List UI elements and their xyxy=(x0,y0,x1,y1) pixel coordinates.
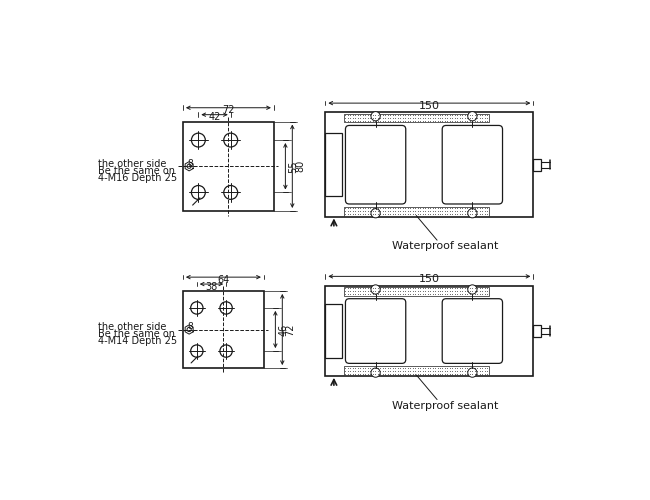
Bar xyxy=(344,207,489,216)
Text: 46: 46 xyxy=(278,324,289,336)
Bar xyxy=(326,286,534,376)
Text: 150: 150 xyxy=(419,274,440,284)
Circle shape xyxy=(371,285,380,294)
Circle shape xyxy=(190,302,203,314)
Bar xyxy=(534,158,541,171)
Text: 150: 150 xyxy=(419,101,440,111)
FancyBboxPatch shape xyxy=(345,126,406,204)
Bar xyxy=(183,122,274,211)
Text: 38: 38 xyxy=(205,282,218,292)
Circle shape xyxy=(468,208,477,218)
Circle shape xyxy=(224,186,238,200)
Text: Be the same on: Be the same on xyxy=(98,166,176,176)
Circle shape xyxy=(371,368,380,377)
Text: 8: 8 xyxy=(187,159,193,168)
Circle shape xyxy=(192,186,205,200)
Text: 42: 42 xyxy=(209,112,221,122)
Circle shape xyxy=(190,345,203,357)
Bar xyxy=(344,287,489,296)
Text: 72: 72 xyxy=(285,324,295,336)
Text: 55: 55 xyxy=(289,160,298,172)
Text: Waterproof sealant: Waterproof sealant xyxy=(391,242,498,252)
Bar xyxy=(183,291,264,368)
Circle shape xyxy=(468,368,477,377)
Bar xyxy=(344,366,489,375)
Bar xyxy=(326,112,534,217)
Bar xyxy=(326,134,343,196)
Circle shape xyxy=(468,285,477,294)
Bar xyxy=(344,114,489,122)
Circle shape xyxy=(192,133,205,147)
Circle shape xyxy=(371,112,380,121)
Bar xyxy=(326,304,343,358)
Bar xyxy=(534,325,541,337)
Circle shape xyxy=(187,328,191,332)
Circle shape xyxy=(187,164,191,168)
Text: Waterproof sealant: Waterproof sealant xyxy=(391,400,498,410)
FancyBboxPatch shape xyxy=(345,298,406,364)
Text: 72: 72 xyxy=(222,106,235,116)
Text: the other side: the other side xyxy=(98,159,166,169)
Text: 80: 80 xyxy=(295,160,306,172)
FancyBboxPatch shape xyxy=(442,126,502,204)
Text: Be the same on: Be the same on xyxy=(98,329,176,339)
Circle shape xyxy=(220,302,232,314)
Text: 8: 8 xyxy=(187,322,193,331)
Text: 4-M14 Depth 25: 4-M14 Depth 25 xyxy=(98,336,177,346)
Circle shape xyxy=(220,345,232,357)
Circle shape xyxy=(371,208,380,218)
FancyBboxPatch shape xyxy=(442,298,502,364)
Circle shape xyxy=(224,133,238,147)
Text: 4-M16 Depth 25: 4-M16 Depth 25 xyxy=(98,173,177,183)
Text: 64: 64 xyxy=(217,275,229,285)
Circle shape xyxy=(468,112,477,121)
Text: the other side: the other side xyxy=(98,322,166,332)
